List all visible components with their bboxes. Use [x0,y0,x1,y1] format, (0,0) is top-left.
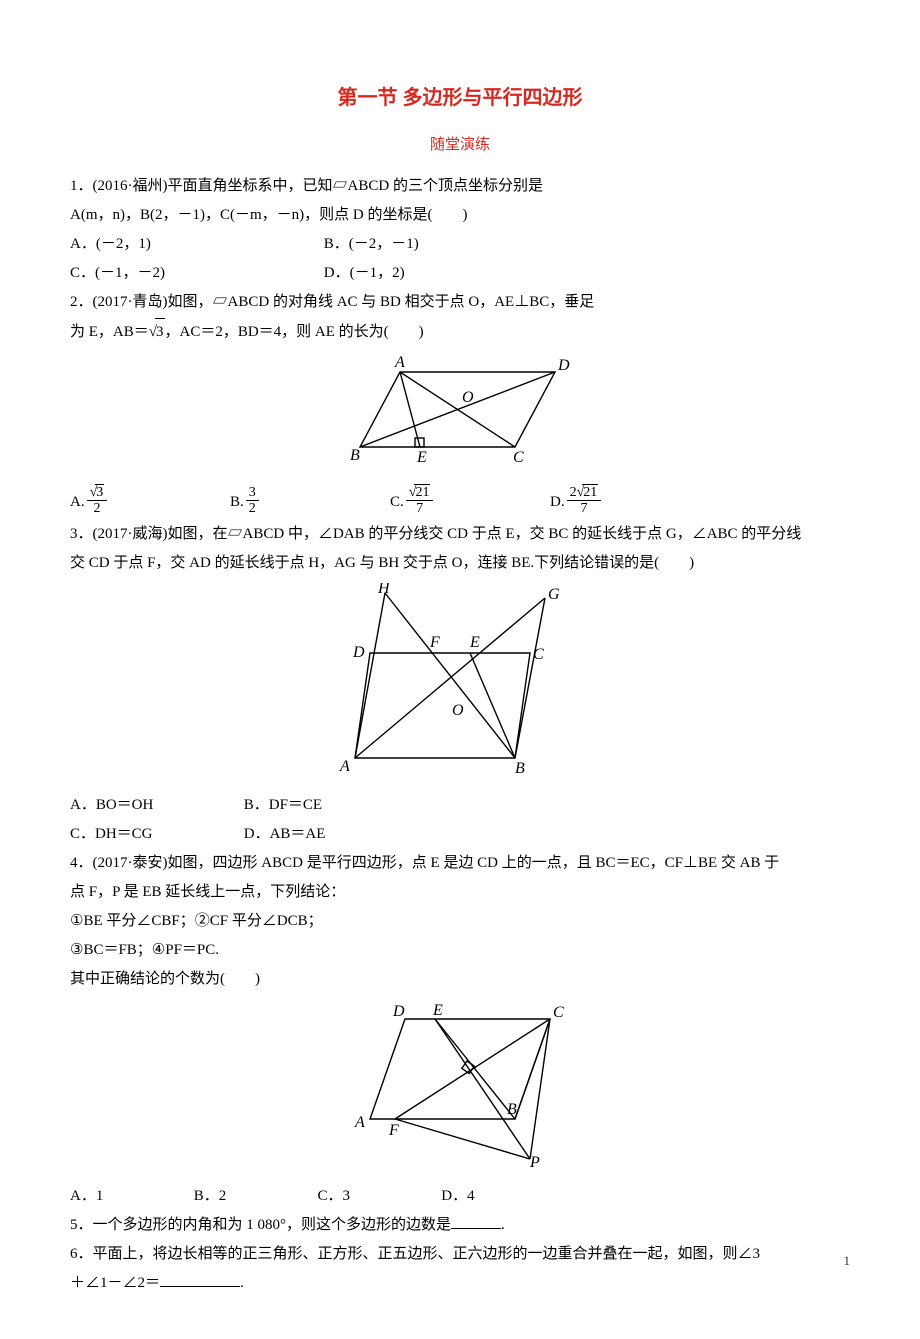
q1-options-row2: C．(－1，－2) D．(－1，2) [70,260,850,287]
q4-line2: ③BC＝FB；④PF＝PC. [70,937,850,964]
q3-optB: B．DF＝CE [244,792,414,819]
question-4: 4．(2017·泰安)如图，四边形 ABCD 是平行四边形，点 E 是边 CD … [70,850,850,877]
svg-text:O: O [452,702,464,719]
page-number: 1 [844,1249,851,1272]
svg-text:F: F [388,1122,399,1139]
q4-optA: A．1 [70,1183,160,1210]
q5-num: 5． [70,1217,93,1233]
q2-stem-b-prefix: 为 E，AB＝ [70,319,149,346]
sqrt-icon: 3 [149,318,165,346]
q1-optB: B．(－2，－1) [324,231,419,258]
q3-figure: H G D C F E O A B [70,583,850,788]
q2-optB: B. 32 [230,487,390,519]
q4-src: (2017·泰安) [93,855,168,871]
svg-text:D: D [557,357,570,374]
q2-stem-b: 为 E，AB＝ 3 ，AC＝2，BD＝4，则 AE 的长为( ) [70,318,850,346]
q6-blank [160,1271,240,1287]
svg-text:F: F [429,634,440,651]
q4-figure: D E C A F B P [70,999,850,1179]
q2-optA: A. 32 [70,486,230,519]
question-1: 1．(2016·福州)平面直角坐标系中，已知▱ABCD 的三个顶点坐标分别是 [70,173,850,200]
q3-stem-b: 交 CD 于点 F，交 AD 的延长线于点 H，AG 与 BH 交于点 O，连接… [70,550,850,577]
title-main: 多边形与平行四边形 [403,87,583,109]
svg-text:O: O [462,389,474,406]
svg-text:H: H [377,583,391,597]
q4-num: 4． [70,855,93,871]
svg-text:B: B [507,1101,517,1118]
q6-num: 6． [70,1246,93,1262]
q4-stem-a: 如图，四边形 ABCD 是平行四边形，点 E 是边 CD 上的一点，且 BC＝E… [168,855,780,871]
subtitle: 随堂演练 [70,132,850,159]
q2-figure: A D B C E O [70,352,850,482]
q6-stem-b: ＋∠1－∠2＝ [70,1275,160,1291]
q3-optD: D．AB＝AE [244,821,414,848]
svg-text:B: B [515,760,525,777]
svg-text:A: A [354,1114,365,1131]
q5-stem-a: 一个多边形的内角和为 1 080°，则这个多边形的边数是 [93,1217,452,1233]
q4-optB: B．2 [194,1183,284,1210]
q3-options-row1: A．BO＝OH B．DF＝CE [70,792,850,819]
q3-optC: C．DH＝CG [70,821,240,848]
sqrt-icon: 21 [409,484,431,500]
q3-options-row2: C．DH＝CG D．AB＝AE [70,821,850,848]
q2-src: (2017·青岛) [93,294,168,310]
question-6: 6．平面上，将边长相等的正三角形、正方形、正五边形、正六边形的一边重合并叠在一起… [70,1241,850,1268]
sqrt-icon: 21 [577,484,599,500]
q3-src: (2017·威海) [93,526,168,542]
page-title: 第一节 多边形与平行四边形 [70,80,850,116]
question-2: 2．(2017·青岛)如图，▱ABCD 的对角线 AC 与 BD 相交于点 O，… [70,289,850,316]
svg-text:C: C [513,449,524,466]
q4-stem-b: 点 F，P 是 EB 延长线上一点，下列结论： [70,879,850,906]
question-5: 5．一个多边形的内角和为 1 080°，则这个多边形的边数是. [70,1212,850,1239]
q3-num: 3． [70,526,93,542]
q1-options-row1: A．(－2，1) B．(－2，－1) [70,231,850,258]
q3-optA: A．BO＝OH [70,792,240,819]
svg-text:C: C [553,1004,564,1021]
svg-text:E: E [432,1002,443,1019]
svg-text:D: D [352,644,365,661]
q2-stem-b-mid: ，AC＝2，BD＝4，则 AE 的长为( ) [165,319,424,346]
svg-text:A: A [394,354,405,371]
question-3: 3．(2017·威海)如图，在▱ABCD 中，∠DAB 的平分线交 CD 于点 … [70,521,850,548]
q3-stem-a: 如图，在▱ABCD 中，∠DAB 的平分线交 CD 于点 E，交 BC 的延长线… [168,526,802,542]
q1-src: (2016·福州) [93,178,168,194]
q1-num: 1． [70,178,93,194]
q2-optC: C. 217 [390,486,550,519]
q6-line2: ＋∠1－∠2＝. [70,1270,850,1297]
q2-optD: D. 2217 [550,486,710,519]
svg-text:B: B [350,447,360,464]
q4-optD: D．4 [441,1183,531,1210]
q2-stem-a: 如图，▱ABCD 的对角线 AC 与 BD 相交于点 O，AE⊥BC，垂足 [168,294,595,310]
q4-line1: ①BE 平分∠CBF；②CF 平分∠DCB； [70,908,850,935]
q2-num: 2． [70,294,93,310]
q5-stem-b: . [501,1217,505,1233]
svg-text:P: P [529,1154,540,1169]
q1-optC: C．(－1，－2) [70,260,290,287]
svg-text:G: G [548,586,560,603]
sqrt-icon: 3 [90,484,105,500]
q2-options: A. 32 B. 32 C. 217 D. 2217 [70,486,850,519]
q1-optD: D．(－1，2) [324,260,405,287]
svg-text:A: A [339,758,350,775]
q4-optC: C．3 [318,1183,408,1210]
q1-stem-a: 平面直角坐标系中，已知▱ABCD 的三个顶点坐标分别是 [168,178,543,194]
q1-optA: A．(－2，1) [70,231,290,258]
title-prefix: 第一节 [338,87,403,109]
svg-text:D: D [392,1003,405,1020]
svg-text:E: E [469,634,480,651]
q5-blank [451,1213,501,1229]
q1-stem-b: A(m，n)，B(2，－1)，C(－m，－n)，则点 D 的坐标是( ) [70,202,850,229]
q6-stem-a: 平面上，将边长相等的正三角形、正方形、正五边形、正六边形的一边重合并叠在一起，如… [93,1246,761,1262]
svg-text:C: C [533,646,544,663]
q4-line3: 其中正确结论的个数为( ) [70,966,850,993]
q6-stem-c: . [240,1275,244,1291]
q4-options: A．1 B．2 C．3 D．4 [70,1183,850,1210]
svg-text:E: E [416,449,427,466]
